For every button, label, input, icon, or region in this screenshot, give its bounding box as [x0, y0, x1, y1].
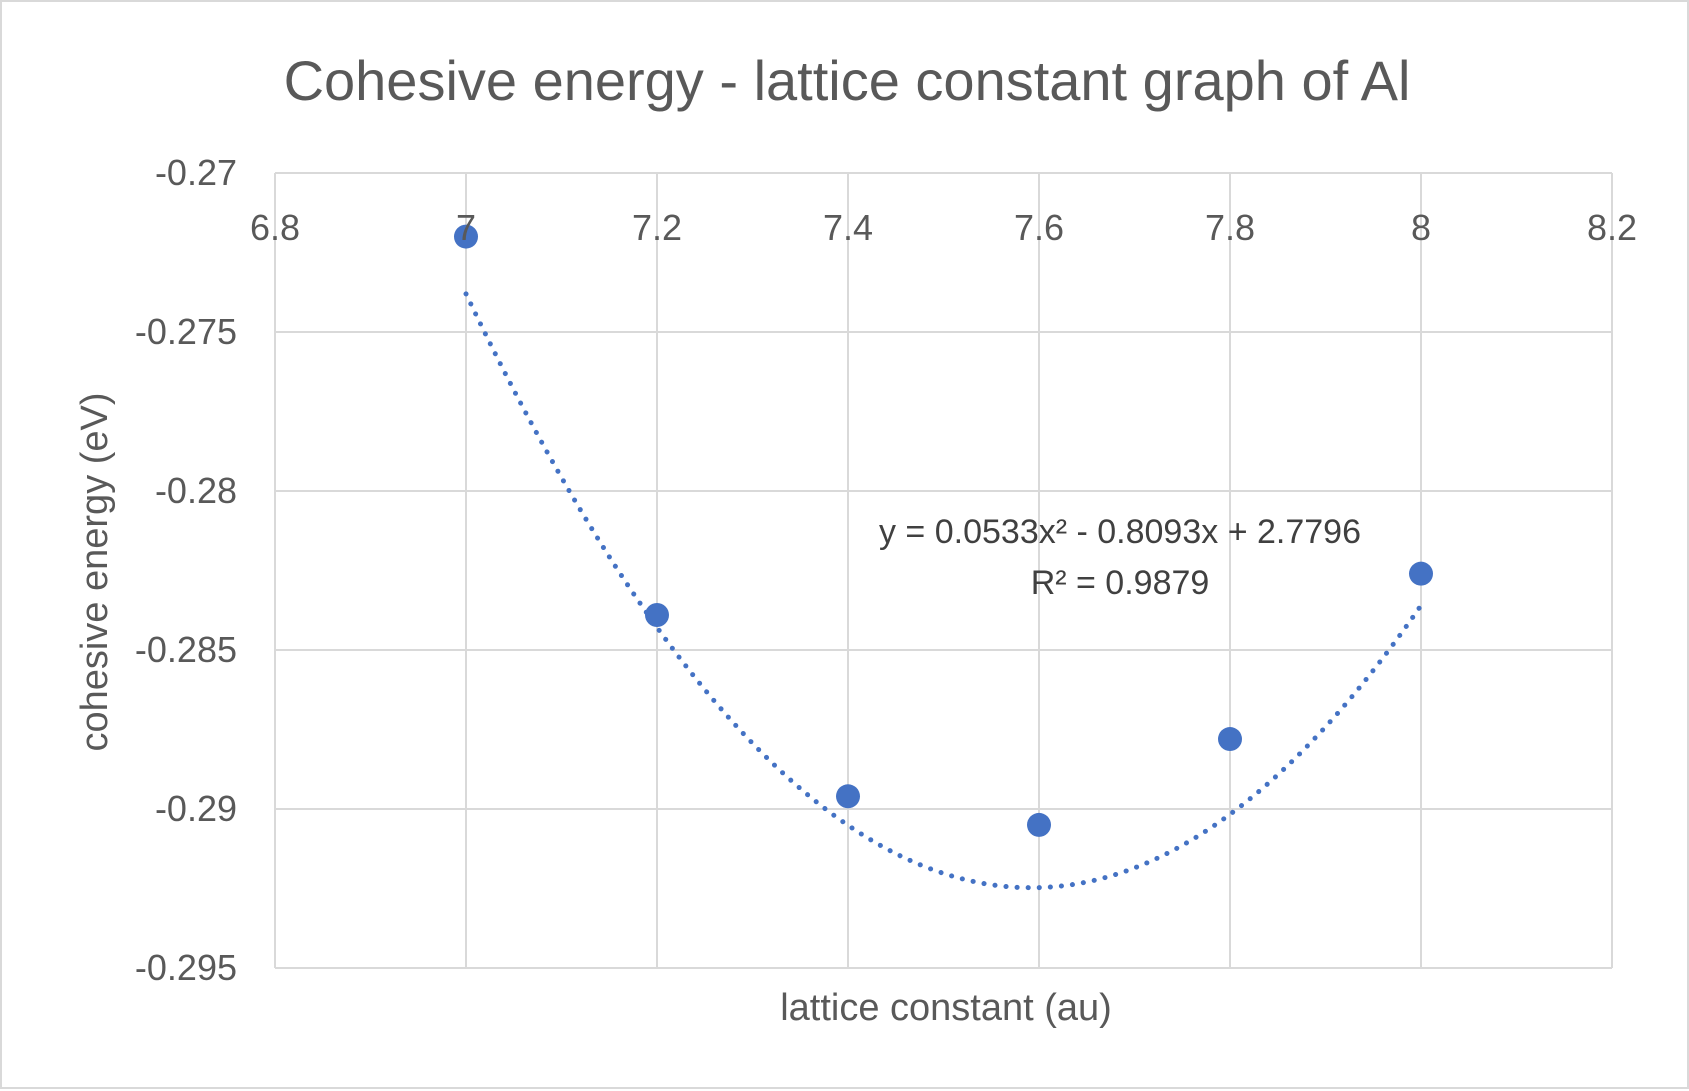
data-point [1218, 727, 1242, 752]
x-axis-title: lattice constant (au) [780, 987, 1112, 1029]
data-point [645, 603, 669, 628]
y-tick-label: -0.275 [135, 311, 237, 352]
x-tick-label: 7 [456, 207, 476, 248]
y-tick-label: -0.27 [155, 152, 237, 193]
trendline-r-squared: R² = 0.9879 [1031, 564, 1210, 602]
x-tick-label: 7.4 [823, 207, 873, 248]
trendline-equation: y = 0.0533x² - 0.8093x + 2.7796 [879, 513, 1361, 551]
y-tick-label: -0.29 [155, 788, 237, 829]
chart-title: Cohesive energy - lattice constant graph… [284, 49, 1411, 112]
y-tick-label: -0.285 [135, 629, 237, 670]
data-point [836, 784, 860, 809]
x-axis-ticks: 6.8 7 7.2 7.4 7.6 7.8 8 8.2 [250, 207, 1637, 248]
x-tick-label: 7.6 [1014, 207, 1064, 248]
y-tick-label: -0.28 [155, 470, 237, 511]
trendline-path [463, 291, 1424, 891]
x-tick-label: 8 [1411, 207, 1431, 248]
x-tick-label: 8.2 [1587, 207, 1637, 248]
x-tick-label: 6.8 [250, 207, 300, 248]
data-points [454, 224, 1433, 837]
data-point [1409, 561, 1433, 586]
data-point [1027, 812, 1051, 837]
y-axis-title: cohesive energy (eV) [74, 392, 116, 751]
trendline-layer [463, 291, 1424, 891]
grid-lines [274, 172, 1613, 969]
y-tick-label: -0.295 [135, 947, 237, 988]
y-axis-ticks: -0.27 -0.275 -0.28 -0.285 -0.29 -0.295 [135, 152, 237, 988]
data-point [454, 224, 478, 249]
x-tick-label: 7.2 [632, 207, 682, 248]
x-tick-label: 7.8 [1205, 207, 1255, 248]
